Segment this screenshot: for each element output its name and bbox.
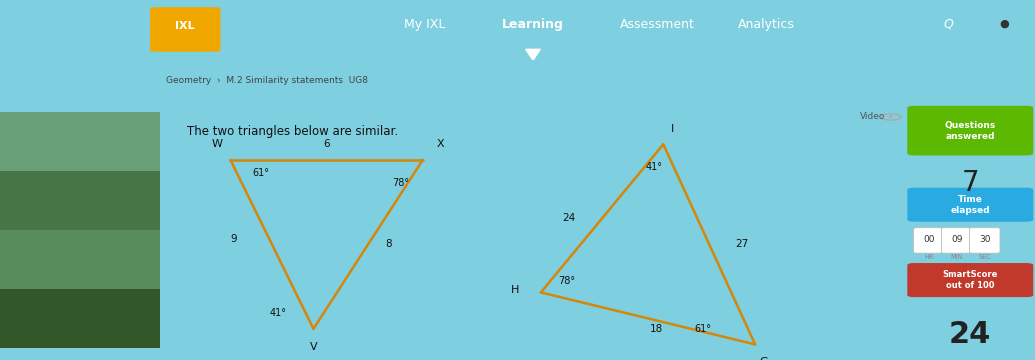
Text: 24: 24 [563, 213, 575, 223]
Text: Time
elapsed: Time elapsed [950, 195, 990, 215]
Text: 27: 27 [736, 239, 748, 249]
Text: I: I [671, 124, 674, 134]
Text: SmartScore
out of 100: SmartScore out of 100 [943, 270, 998, 290]
Text: 18: 18 [650, 324, 663, 334]
Text: 41°: 41° [270, 309, 287, 318]
Bar [0, 112, 160, 171]
Text: The two triangles below are similar.: The two triangles below are similar. [186, 125, 397, 138]
Text: H: H [510, 285, 519, 295]
FancyBboxPatch shape [914, 228, 944, 253]
Text: W: W [212, 139, 223, 149]
Text: Assessment: Assessment [620, 18, 694, 31]
Text: HR: HR [924, 254, 934, 260]
Text: Learning: Learning [502, 18, 564, 31]
Text: 61°: 61° [253, 168, 269, 177]
FancyBboxPatch shape [942, 228, 972, 253]
Bar [0, 289, 160, 348]
Text: My IXL: My IXL [404, 18, 445, 31]
Bar [0, 171, 160, 230]
FancyBboxPatch shape [150, 7, 220, 52]
Bar [0, 230, 160, 289]
Text: 24: 24 [949, 320, 992, 348]
FancyBboxPatch shape [908, 106, 1033, 156]
Text: V: V [309, 342, 318, 352]
FancyBboxPatch shape [970, 228, 1000, 253]
Text: 9: 9 [231, 234, 237, 244]
Text: 00: 00 [923, 235, 935, 244]
FancyBboxPatch shape [908, 188, 1033, 222]
Text: IXL: IXL [176, 22, 195, 31]
Text: G: G [760, 357, 768, 360]
Text: 7: 7 [962, 169, 979, 197]
Text: ▶: ▶ [889, 114, 893, 120]
Text: Questions
answered: Questions answered [945, 121, 996, 141]
Text: Video: Video [860, 112, 886, 121]
Text: 6: 6 [323, 139, 330, 149]
FancyBboxPatch shape [908, 263, 1033, 297]
Text: 41°: 41° [646, 162, 663, 172]
Text: MIN: MIN [950, 254, 963, 260]
Text: 61°: 61° [693, 324, 711, 334]
Text: SEC: SEC [978, 254, 992, 260]
Text: Analytics: Analytics [738, 18, 794, 31]
Text: 78°: 78° [558, 276, 575, 286]
Text: Geometry  ›  M.2 Similarity statements  UG8: Geometry › M.2 Similarity statements UG8 [166, 76, 367, 85]
Text: 8: 8 [386, 239, 392, 249]
Text: 78°: 78° [392, 178, 410, 188]
Polygon shape [526, 49, 540, 60]
Text: ●: ● [999, 19, 1009, 29]
Text: Q: Q [943, 18, 953, 31]
Text: 09: 09 [951, 235, 963, 244]
Text: 30: 30 [979, 235, 990, 244]
Text: X: X [437, 139, 444, 149]
